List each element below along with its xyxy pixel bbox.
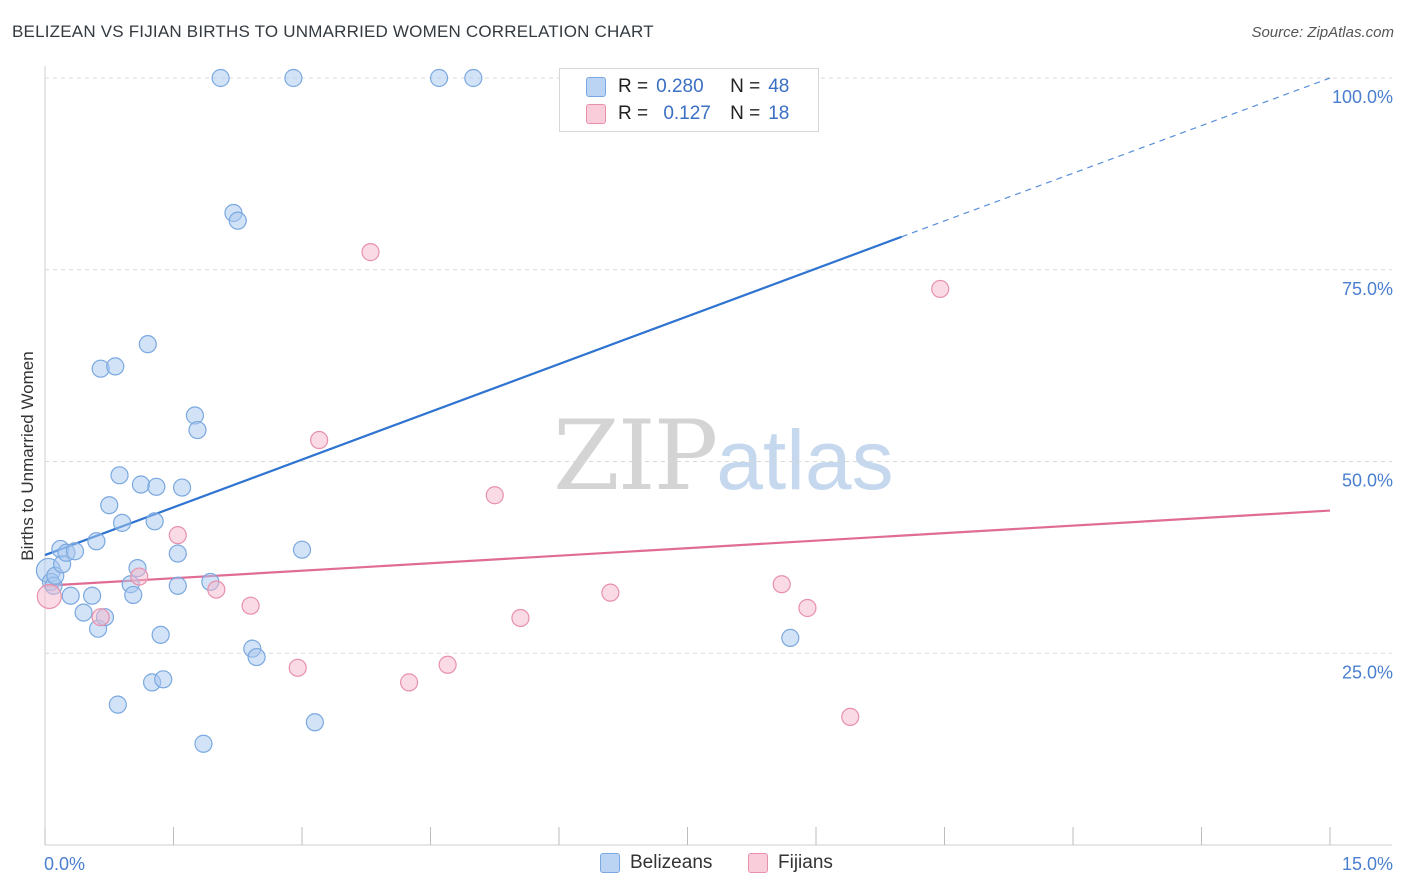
legend-r-value: 0.280	[656, 76, 704, 97]
data-point-fijians	[601, 583, 620, 602]
data-point-belizeans	[247, 647, 266, 667]
x-tick-label: 0.0%	[44, 854, 85, 874]
legend-n-label: N =	[730, 76, 761, 97]
data-point-belizeans	[106, 357, 125, 376]
data-point-fijians	[310, 430, 329, 450]
legend-row-belizeans: R = 0.280 N = 48	[586, 75, 789, 99]
data-point-fijians	[241, 596, 260, 615]
data-point-belizeans	[305, 713, 324, 732]
data-point-fijians	[288, 658, 307, 677]
data-point-fijians	[399, 673, 419, 692]
data-point-fijians	[841, 707, 860, 727]
trend-line-fijians	[44, 509, 1331, 587]
data-point-belizeans	[228, 211, 247, 230]
watermark-zip: ZIP	[553, 400, 718, 512]
series-legend: Belizeans Fijians	[0, 852, 1406, 878]
legend-swatch-belizeans	[586, 77, 606, 97]
legend-r-label: R =	[618, 76, 649, 97]
source-label: Source: ZipAtlas.com	[1251, 24, 1394, 41]
data-point-belizeans	[100, 496, 119, 515]
trend-extension-belizeans	[901, 77, 1331, 238]
y-tick-label: 100.0%	[1332, 87, 1393, 107]
chart-title: BELIZEAN VS FIJIAN BIRTHS TO UNMARRIED W…	[12, 22, 654, 41]
data-point-belizeans	[194, 734, 213, 753]
data-point-belizeans	[429, 68, 449, 88]
legend-r-value: 0.127	[663, 103, 711, 124]
legend-r-label: R =	[618, 103, 649, 124]
legend-n-value: 48	[768, 76, 790, 97]
legend-label-fijians: Fijians	[778, 852, 833, 873]
data-point-belizeans	[154, 670, 173, 689]
data-point-belizeans	[83, 586, 102, 605]
data-point-belizeans	[112, 513, 132, 532]
legend-item-belizeans[interactable]: Belizeans	[600, 852, 712, 874]
y-tick-label: 75.0%	[1342, 279, 1393, 299]
legend-swatch-fijians	[586, 104, 606, 124]
data-point-belizeans	[61, 586, 80, 605]
data-point-fijians	[207, 580, 226, 599]
trend-lines	[44, 77, 1331, 587]
data-point-belizeans	[138, 335, 157, 354]
data-point-belizeans	[108, 695, 127, 714]
data-point-fijians	[130, 567, 149, 586]
data-point-belizeans	[110, 466, 129, 485]
data-point-fijians	[931, 279, 950, 299]
data-point-belizeans	[284, 68, 303, 88]
data-point-fijians	[485, 486, 504, 505]
legend-n-label: N =	[730, 103, 761, 124]
data-point-fijians	[91, 608, 110, 627]
data-point-fijians	[772, 575, 791, 594]
watermark-atlas: atlas	[716, 413, 894, 507]
legend-n-value: 18	[768, 103, 790, 124]
data-point-fijians	[438, 655, 457, 674]
data-point-fijians	[36, 583, 62, 610]
axes	[44, 66, 1392, 846]
trend-line-belizeans	[44, 235, 903, 557]
data-point-belizeans	[172, 478, 192, 497]
gridlines	[45, 77, 1392, 654]
data-point-belizeans	[464, 68, 483, 88]
data-point-belizeans	[151, 625, 170, 644]
data-point-belizeans	[211, 68, 230, 88]
data-point-belizeans	[292, 540, 312, 559]
data-point-fijians	[511, 608, 530, 628]
data-point-belizeans	[124, 585, 143, 605]
data-point-belizeans	[74, 603, 93, 622]
data-point-fijians	[798, 598, 817, 618]
data-point-belizeans	[65, 542, 85, 561]
legend-label-belizeans: Belizeans	[630, 852, 713, 873]
y-tick-label: 50.0%	[1342, 471, 1393, 491]
tick-labels: 25.0% 50.0% 75.0% 100.0% 0.0% 15.0%	[44, 87, 1393, 874]
watermark: ZIPatlas	[553, 400, 894, 512]
legend-swatch-belizeans	[600, 853, 620, 873]
data-point-belizeans	[145, 512, 164, 531]
data-point-belizeans	[168, 576, 187, 595]
data-point-belizeans	[87, 532, 106, 551]
legend-swatch-fijians	[748, 853, 768, 873]
data-point-fijians	[168, 526, 187, 545]
x-tick-label: 15.0%	[1342, 854, 1393, 874]
y-tick-label: 25.0%	[1342, 662, 1393, 682]
legend-row-fijians: R = 0.127 N = 18	[586, 102, 789, 126]
data-point-belizeans	[131, 475, 151, 494]
data-points	[35, 68, 950, 753]
data-point-fijians	[361, 243, 380, 262]
legend-item-fijians[interactable]: Fijians	[748, 852, 833, 874]
data-point-belizeans	[168, 544, 187, 563]
data-point-belizeans	[781, 628, 800, 648]
correlation-legend: R = 0.280 N = 48 R = 0.127 N = 18	[559, 68, 819, 132]
data-point-belizeans	[147, 477, 166, 496]
data-point-belizeans	[188, 420, 207, 440]
